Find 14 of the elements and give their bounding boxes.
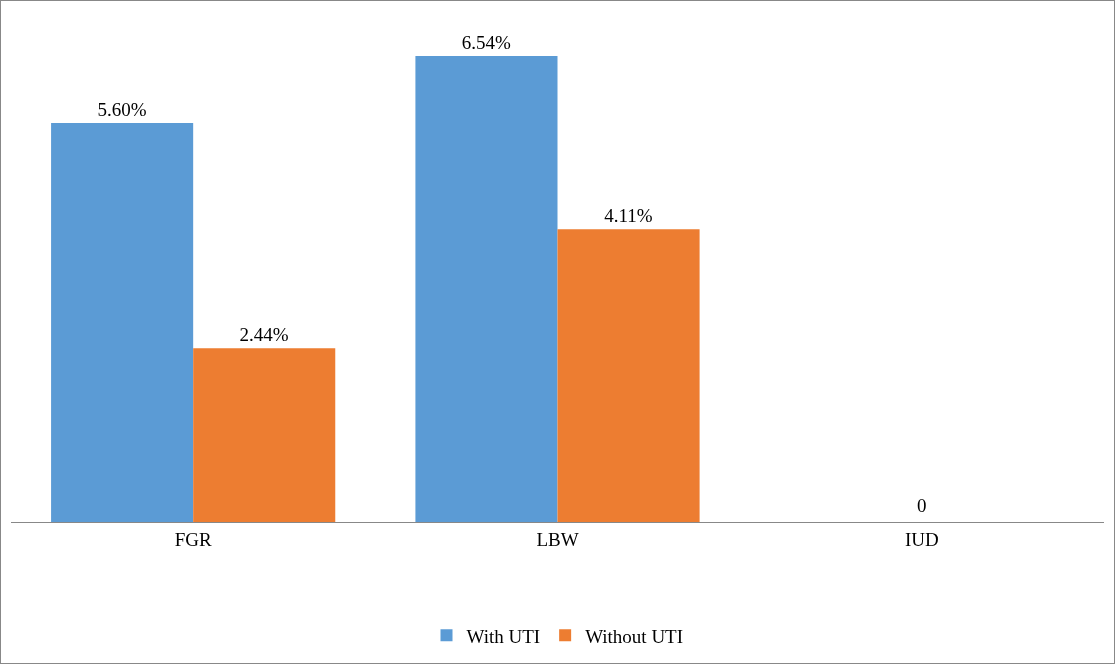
data-label: 2.44% (239, 324, 289, 346)
legend-label: Without UTI (585, 625, 684, 647)
legend-label: With UTI (466, 625, 541, 647)
bar (557, 229, 700, 522)
annotation: 0 (917, 495, 927, 516)
x-tick-label: FGR (174, 528, 212, 550)
data-label: 4.11% (604, 205, 653, 227)
bar (415, 56, 558, 522)
x-tick-label: IUD (904, 528, 939, 550)
data-label: 5.60% (97, 98, 147, 120)
x-tick-label: LBW (536, 528, 579, 550)
bar (51, 122, 194, 522)
bar (193, 348, 336, 522)
data-label: 6.54% (461, 32, 512, 53)
